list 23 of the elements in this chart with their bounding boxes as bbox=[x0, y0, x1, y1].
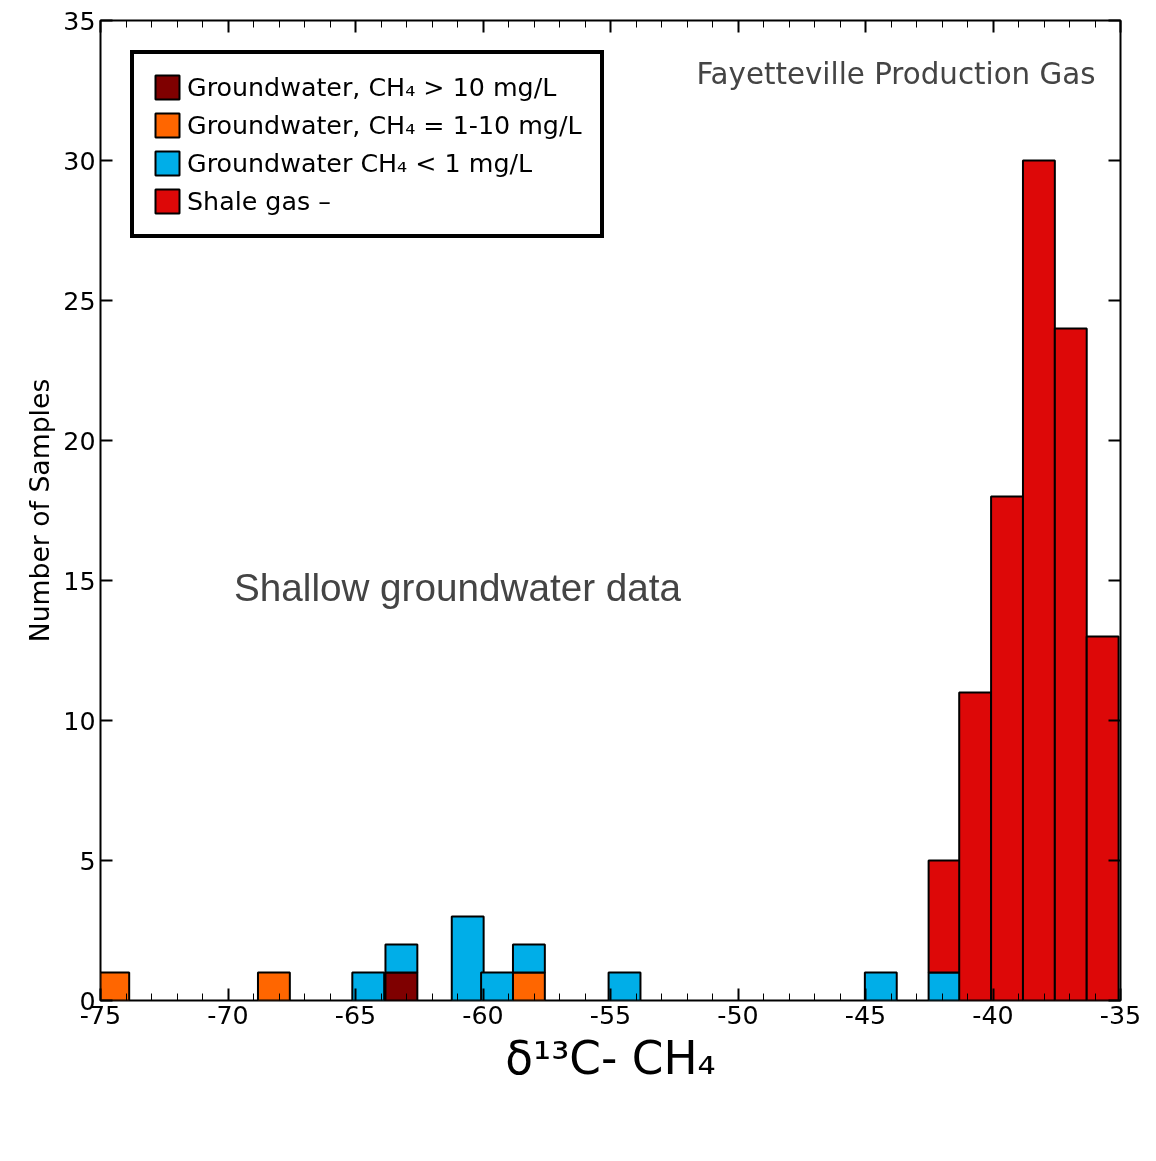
x-tick-label: -70 bbox=[207, 999, 249, 1030]
legend-label: Groundwater CH₄ < 1 mg/L bbox=[187, 148, 533, 178]
y-tick-label: 30 bbox=[63, 145, 96, 176]
x-tick-label: -35 bbox=[1099, 999, 1142, 1030]
x-tick-label: -40 bbox=[972, 999, 1014, 1030]
x-tick-label: -65 bbox=[334, 999, 377, 1030]
x-tick-label: -60 bbox=[462, 999, 504, 1030]
legend-label: Groundwater, CH₄ > 10 mg/L bbox=[187, 72, 557, 102]
y-tick-label: 10 bbox=[63, 705, 96, 736]
legend-label: Shale gas – bbox=[187, 186, 331, 216]
annotation: Shallow groundwater data bbox=[234, 565, 682, 609]
annotation: Fayetteville Production Gas bbox=[696, 56, 1096, 91]
y-tick-label: 20 bbox=[63, 425, 96, 456]
y-tick-label: 15 bbox=[63, 565, 96, 596]
x-tick-label: -50 bbox=[717, 999, 759, 1030]
x-axis-title: δ¹³C- CH₄ bbox=[505, 1031, 716, 1085]
x-tick-label: -45 bbox=[844, 999, 887, 1030]
y-axis-title: Number of Samples bbox=[24, 378, 56, 643]
x-tick-label: -55 bbox=[589, 999, 632, 1030]
legend-label: Groundwater, CH₄ = 1-10 mg/L bbox=[187, 110, 582, 140]
y-tick-label: 35 bbox=[63, 5, 96, 36]
y-tick-label: 25 bbox=[63, 285, 96, 316]
y-tick-label: 5 bbox=[79, 845, 96, 876]
